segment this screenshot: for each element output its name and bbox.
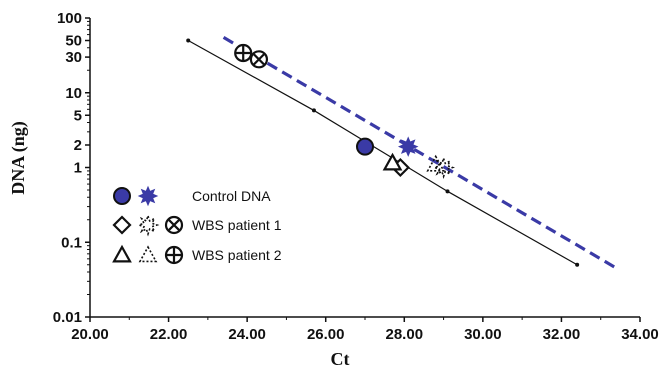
standard-curve-point [311, 108, 316, 113]
y-tick-label: 50 [65, 33, 82, 50]
legend-marker-filled-star [137, 185, 159, 207]
x-tick-label: 22.00 [150, 326, 188, 343]
standard-curve-point [575, 262, 580, 267]
dashed-regression-line [222, 36, 618, 270]
legend-label: WBS patient 2 [192, 247, 282, 263]
standard-curve-point [186, 38, 191, 43]
x-tick-label: 34.00 [621, 326, 659, 343]
y-tick-label: 1 [74, 160, 82, 177]
legend-marker-circle-plus [164, 245, 184, 265]
x-tick-label: 30.00 [464, 326, 502, 343]
data-point-circle-x-cross [253, 53, 265, 66]
legend-marker-diamond [112, 215, 132, 235]
data-point-filled-star [397, 136, 419, 157]
x-tick-label: 26.00 [307, 326, 345, 343]
data-point-filled-circle [356, 137, 374, 156]
data-point-circle-plus-cross [235, 45, 252, 62]
legend-marker-circle-plus-cross [166, 247, 182, 263]
standard-curve-point [445, 189, 450, 194]
legend-marker-circle-x [164, 215, 184, 235]
data-point-triangle [382, 152, 403, 171]
x-axis-title: Ct [331, 349, 350, 369]
legend-marker-circle-x-cross [168, 219, 180, 231]
x-tick-label: 32.00 [543, 326, 581, 343]
y-tick-label: 10 [65, 85, 82, 102]
standard-curve-line [187, 39, 578, 266]
legend: Control DNA WBS patient 1 WBS patient 2 [112, 185, 282, 265]
legend-marker-dotted-star [136, 213, 160, 237]
legend-marker-dotted-triangle [138, 245, 158, 263]
legend-marker-filled-circle [113, 187, 131, 205]
y-tick-label: 5 [74, 107, 82, 124]
legend-label: WBS patient 1 [192, 217, 282, 233]
x-tick-label: 24.00 [228, 326, 266, 343]
y-tick-label: 30 [65, 49, 82, 66]
fit-lines [186, 36, 618, 270]
y-tick-label: 0.01 [53, 309, 82, 326]
data-point-circle-x [249, 50, 269, 69]
y-tick-label: 100 [57, 10, 82, 27]
legend-label: Control DNA [192, 188, 271, 204]
x-tick-label: 20.00 [71, 326, 109, 343]
legend-marker-triangle [112, 244, 132, 263]
data-point-circle-plus [234, 43, 253, 63]
x-tick-label: 28.00 [386, 326, 424, 343]
data-point-dotted-star [432, 156, 456, 179]
y-tick-label: 0.1 [61, 234, 82, 251]
data-point-dotted-triangle [426, 154, 446, 172]
y-axis-title: DNA (ng) [8, 121, 29, 195]
y-tick-label: 2 [74, 137, 82, 154]
data-points [234, 43, 456, 179]
